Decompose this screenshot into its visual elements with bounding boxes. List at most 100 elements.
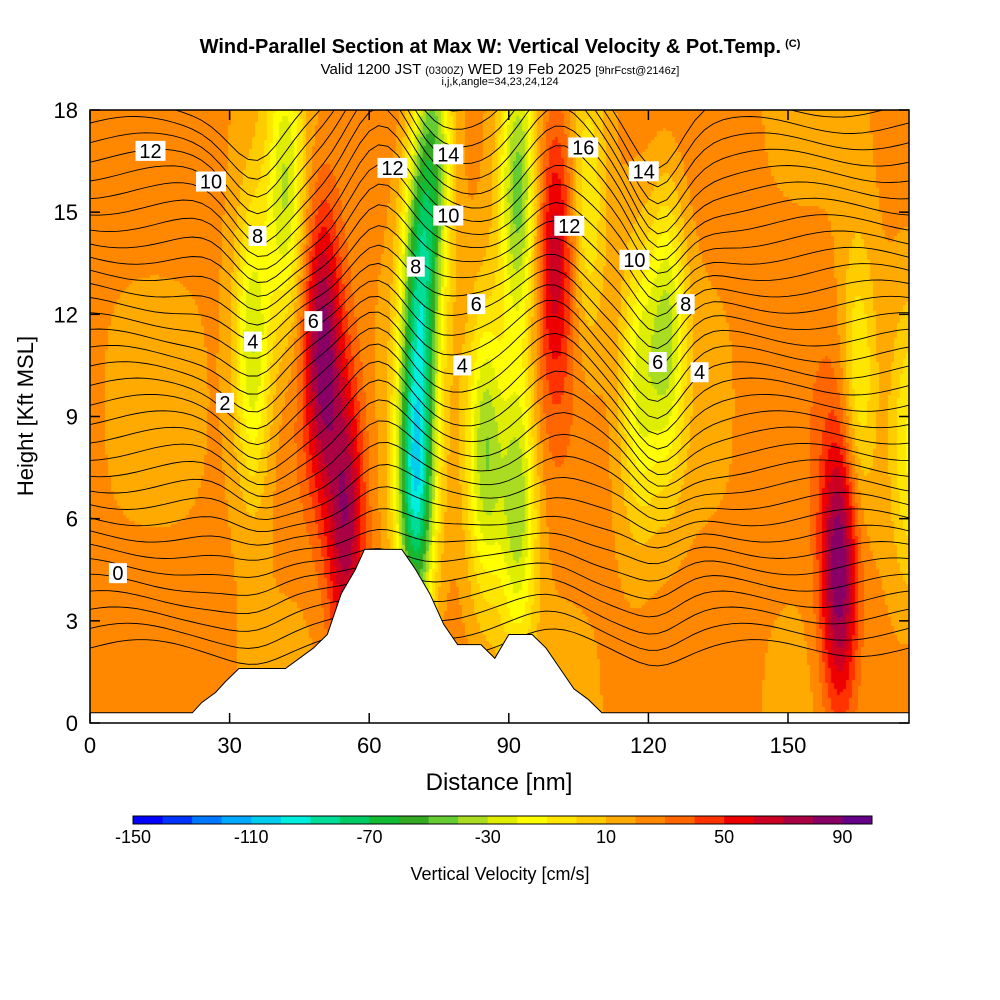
y-tick-label: 15 bbox=[54, 200, 78, 225]
colorbar-swatch bbox=[546, 816, 577, 824]
contour-label-bg bbox=[453, 355, 472, 376]
contour-label-bg bbox=[467, 294, 486, 315]
contour-label: 10 bbox=[195, 171, 226, 194]
theta-contour-line bbox=[90, 110, 909, 205]
theta-contour-line bbox=[173, 110, 885, 170]
theta-contour-line bbox=[90, 110, 909, 248]
subtitle-fcst: [9hrFcst@2146z] bbox=[595, 65, 680, 77]
colorbar-swatch bbox=[221, 816, 252, 824]
theta-contour-line bbox=[90, 442, 909, 509]
contour-label: 0 bbox=[108, 563, 127, 585]
contour-label: 4 bbox=[243, 331, 262, 354]
contour-label: 8 bbox=[406, 256, 425, 279]
colorbar-swatch bbox=[576, 816, 607, 824]
velocity-heatmap bbox=[90, 110, 909, 723]
theta-contour-line bbox=[90, 399, 909, 487]
contour-label-bg bbox=[568, 137, 599, 158]
contour-labels: 0 2 4 4 4 6 6 6 8 8 8 10 10 10 12 12 12 14 14 16 bbox=[108, 137, 709, 585]
subtitle-date: WED 19 Feb 2025 bbox=[467, 61, 592, 78]
contour-label: 14 bbox=[433, 144, 464, 166]
colorbar-swatch bbox=[162, 816, 193, 824]
x-tick-label: 90 bbox=[497, 733, 521, 758]
theta-contour-line bbox=[90, 244, 909, 349]
chart-title-text: Wind-Parallel Section at Max W: Vertical… bbox=[199, 36, 782, 58]
contour-label: 6 bbox=[304, 311, 323, 333]
colorbar-swatch bbox=[753, 816, 784, 824]
contour-label-bg bbox=[406, 256, 425, 277]
contour-label-text: 14 bbox=[633, 161, 655, 183]
contour-label: 12 bbox=[377, 157, 408, 180]
theta-contour-line bbox=[90, 508, 909, 549]
contour-label-bg bbox=[248, 226, 267, 247]
contour-label: 14 bbox=[628, 161, 659, 183]
y-tick-label: 9 bbox=[66, 405, 78, 430]
colorbar-swatch bbox=[280, 816, 311, 824]
contour-label-bg bbox=[304, 311, 323, 332]
chart-title: Wind-Parallel Section at Max W: Vertical… bbox=[0, 36, 1000, 59]
colorbar-swatch bbox=[133, 816, 164, 824]
contour-label-bg bbox=[243, 331, 262, 352]
colorbar-tick-label: -70 bbox=[356, 827, 382, 847]
theta-contour-line bbox=[90, 628, 909, 667]
colorbar-swatch bbox=[487, 816, 518, 824]
contour-label-text: 8 bbox=[680, 294, 691, 316]
theta-contour-line bbox=[90, 420, 909, 498]
colorbar-swatch bbox=[428, 816, 459, 824]
theta-contour-line bbox=[90, 225, 909, 333]
colorbar-swatch bbox=[783, 816, 814, 824]
contour-label-text: 12 bbox=[381, 158, 403, 180]
theta-contour-line bbox=[90, 547, 909, 582]
theta-contour-line bbox=[90, 262, 909, 367]
colorbar-swatch bbox=[517, 816, 548, 824]
theta-contour-line bbox=[90, 279, 909, 385]
contour-label-text: 6 bbox=[471, 294, 482, 316]
theta-contour-line bbox=[90, 379, 909, 476]
theta-contour-line bbox=[90, 204, 909, 317]
contour-label-bg bbox=[554, 215, 585, 236]
contour-label: 8 bbox=[676, 294, 695, 316]
colorbar-swatch bbox=[399, 816, 430, 824]
x-axis-label: Distance [nm] bbox=[426, 769, 573, 796]
contour-label: 4 bbox=[453, 355, 472, 377]
contour-label-text: 4 bbox=[457, 355, 468, 377]
chart-title-mark: (C) bbox=[785, 38, 801, 50]
y-tick-label: 3 bbox=[66, 609, 78, 634]
theta-contour-line bbox=[90, 183, 909, 303]
contour-label: 16 bbox=[568, 137, 599, 159]
colorbar-swatch bbox=[694, 816, 725, 824]
x-tick-label: 60 bbox=[357, 733, 381, 758]
colorbar-tick-label: -150 bbox=[115, 827, 151, 847]
contour-label-bg bbox=[108, 563, 127, 584]
contour-label-text: 12 bbox=[139, 141, 161, 163]
contour-label: 4 bbox=[690, 362, 709, 384]
y-tick-label: 12 bbox=[54, 302, 78, 327]
subtitle-valid: Valid 1200 JST bbox=[320, 61, 421, 78]
chart-subtitle: Valid 1200 JST (0300Z) WED 19 Feb 2025 [… bbox=[0, 61, 1000, 78]
contour-label-text: 8 bbox=[410, 257, 421, 279]
theta-contour-line bbox=[90, 163, 909, 288]
contour-label: 2 bbox=[215, 392, 234, 415]
contour-label-text: 6 bbox=[652, 352, 663, 374]
theta-contour-line bbox=[90, 110, 909, 221]
theta-contour-line bbox=[90, 562, 909, 600]
contour-label-text: 10 bbox=[623, 250, 645, 272]
contour-label-bg bbox=[433, 144, 464, 165]
colorbar-swatch bbox=[842, 816, 873, 824]
theta-contour-line bbox=[90, 110, 909, 188]
colorbar-swatch bbox=[724, 816, 755, 824]
colorbar-swatch bbox=[812, 816, 843, 824]
x-tick-label: 120 bbox=[630, 733, 667, 758]
contour-label: 10 bbox=[619, 249, 650, 272]
theta-contour-line bbox=[90, 343, 909, 450]
colorbar-swatch bbox=[605, 816, 637, 824]
contour-label-text: 16 bbox=[572, 137, 594, 159]
contour-label: 12 bbox=[554, 215, 585, 238]
terrain bbox=[89, 548, 910, 724]
contour-label-text: 14 bbox=[437, 144, 459, 166]
colorbar-frame bbox=[132, 815, 873, 825]
contour-label-bg bbox=[628, 161, 659, 182]
contour-label-text: 4 bbox=[694, 362, 705, 384]
theta-contour-line bbox=[90, 125, 909, 261]
colorbar-swatch bbox=[635, 816, 666, 824]
